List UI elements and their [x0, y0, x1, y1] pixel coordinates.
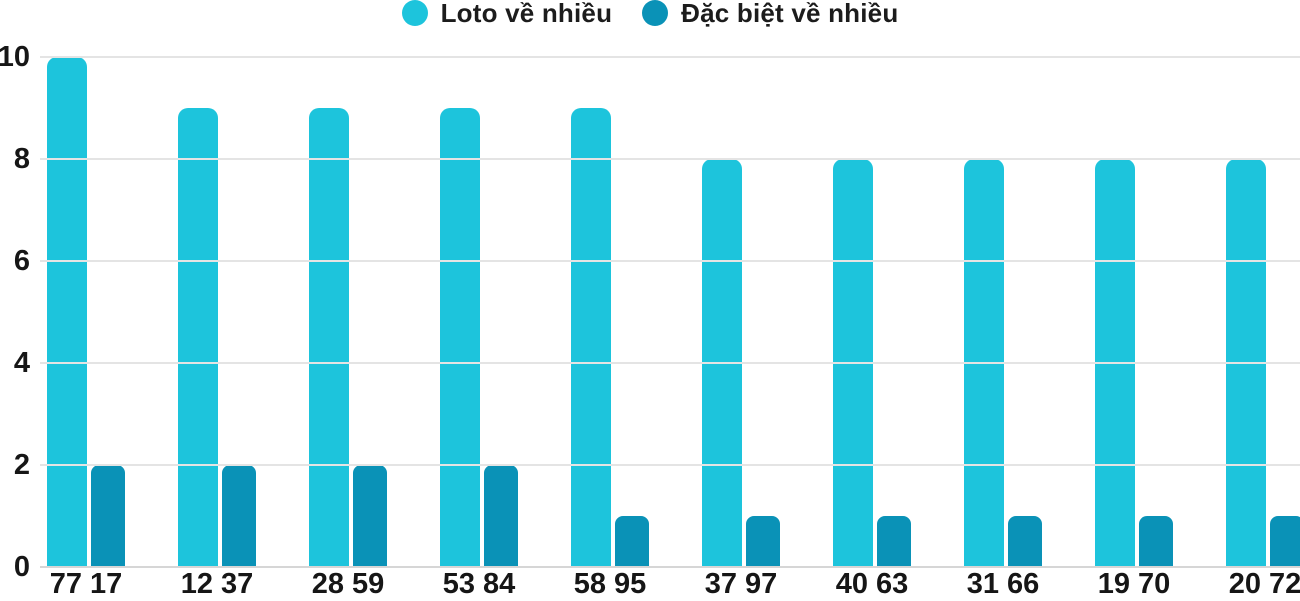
- bar-group-20-72: [1226, 57, 1300, 567]
- bar-dacbiet-77-17[interactable]: [91, 465, 125, 567]
- bar-dacbiet-40-63[interactable]: [877, 516, 911, 567]
- bar-loto-12-37[interactable]: [178, 108, 218, 567]
- bar-group-28-59: [309, 57, 387, 567]
- x-axis-label-37-97: 37 97: [704, 568, 778, 600]
- x-axis: 77 17 12 37 28 59 53 84 58 95 37 97 40 63 31 66…: [47, 567, 1300, 600]
- bar-dacbiet-19-70[interactable]: [1139, 516, 1173, 567]
- bar-group-12-37: [178, 57, 256, 567]
- bar-series-container: [47, 57, 1300, 567]
- x-axis-label-53-84: 53 84: [442, 568, 516, 600]
- bar-group-53-84: [440, 57, 518, 567]
- gridline-y-8: [40, 158, 1300, 160]
- y-axis-tick-label: 8: [13, 143, 30, 175]
- bar-loto-58-95[interactable]: [571, 108, 611, 567]
- bar-group-31-66: [964, 57, 1042, 567]
- bar-loto-77-17[interactable]: [47, 57, 87, 567]
- legend-label-loto: Loto về nhiều: [440, 0, 613, 28]
- x-axis-label-19-70: 19 70: [1097, 568, 1171, 600]
- x-axis-label-77-17: 77 17: [49, 568, 123, 600]
- legend-swatch-loto-icon: [401, 0, 428, 26]
- plot-area: [40, 56, 1300, 568]
- gridline-y-4: [40, 362, 1300, 364]
- bar-dacbiet-31-66[interactable]: [1008, 516, 1042, 567]
- legend-swatch-dacbiet-icon: [642, 0, 669, 26]
- bar-group-19-70: [1095, 57, 1173, 567]
- x-axis-label-28-59: 28 59: [311, 568, 385, 600]
- bar-loto-53-84[interactable]: [440, 108, 480, 567]
- gridline-y-2: [40, 464, 1300, 466]
- x-axis-label-40-63: 40 63: [835, 568, 909, 600]
- y-axis-tick-label: 2: [13, 449, 30, 481]
- gridline-y-10: [40, 56, 1300, 58]
- bar-group-58-95: [571, 57, 649, 567]
- bar-dacbiet-12-37[interactable]: [222, 465, 256, 567]
- y-axis-tick-label: 0: [13, 551, 30, 583]
- gridline-y-6: [40, 260, 1300, 262]
- x-axis-label-12-37: 12 37: [180, 568, 254, 600]
- x-axis-baseline: [40, 566, 1300, 568]
- y-axis-tick-label: 4: [13, 347, 30, 379]
- bar-group-37-97: [702, 57, 780, 567]
- bar-group-40-63: [833, 57, 911, 567]
- x-axis-label-58-95: 58 95: [573, 568, 647, 600]
- x-axis-label-31-66: 31 66: [966, 568, 1040, 600]
- bar-loto-28-59[interactable]: [309, 108, 349, 567]
- bar-dacbiet-37-97[interactable]: [746, 516, 780, 567]
- legend-label-dacbiet: Đặc biệt về nhiều: [681, 0, 899, 28]
- y-axis-tick-label: 10: [0, 41, 30, 73]
- bar-dacbiet-53-84[interactable]: [484, 465, 518, 567]
- bar-dacbiet-20-72[interactable]: [1270, 516, 1300, 567]
- legend-item-dacbiet[interactable]: Đặc biệt về nhiều: [642, 0, 898, 29]
- y-axis: 0 2 4 6 8 10: [0, 42, 32, 582]
- legend-item-loto[interactable]: Loto về nhiều: [401, 0, 613, 29]
- x-axis-label-20-72: 20 72: [1228, 568, 1300, 600]
- bar-dacbiet-58-95[interactable]: [615, 516, 649, 567]
- bar-group-77-17: [47, 57, 125, 567]
- y-axis-tick-label: 6: [13, 245, 30, 277]
- legend: Loto về nhiều Đặc biệt về nhiều: [0, 0, 1300, 30]
- bar-dacbiet-28-59[interactable]: [353, 465, 387, 567]
